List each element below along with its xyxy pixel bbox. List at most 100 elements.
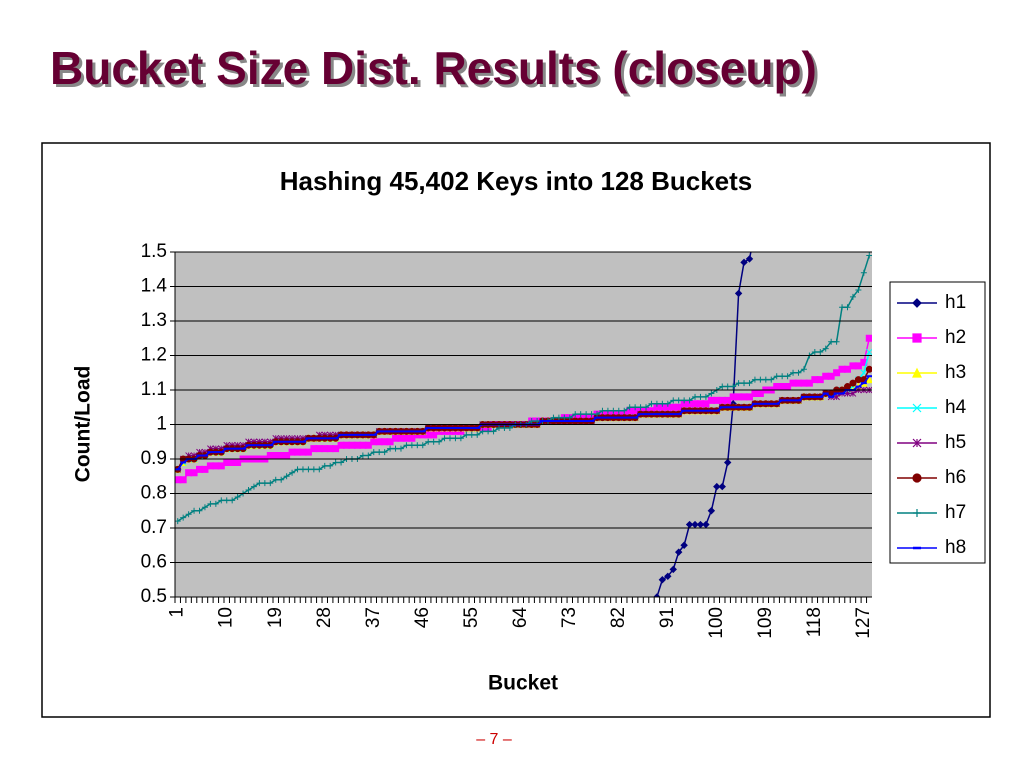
data-point bbox=[256, 480, 263, 487]
slide-title-shadow: Bucket Size Dist. Results (closeup) bbox=[53, 45, 820, 97]
data-point bbox=[740, 258, 748, 267]
data-point bbox=[610, 407, 617, 414]
legend-marker bbox=[912, 333, 922, 343]
data-point bbox=[588, 411, 595, 418]
data-point bbox=[534, 418, 541, 425]
data-point bbox=[779, 373, 786, 380]
y-tick-label: 1.5 bbox=[141, 241, 167, 262]
data-point bbox=[811, 349, 818, 356]
x-tick-label: 28 bbox=[314, 607, 335, 628]
legend-label: h8 bbox=[945, 537, 966, 558]
data-point bbox=[191, 507, 198, 514]
data-point bbox=[741, 380, 748, 387]
data-point bbox=[479, 428, 486, 435]
data-point bbox=[179, 476, 187, 484]
data-point bbox=[506, 424, 513, 431]
data-point bbox=[180, 749, 186, 755]
data-point bbox=[207, 500, 214, 507]
legend-marker bbox=[912, 473, 922, 483]
legend-label: h6 bbox=[945, 467, 966, 488]
data-point bbox=[245, 487, 252, 494]
data-point bbox=[860, 269, 867, 276]
data-point bbox=[561, 414, 568, 421]
data-point bbox=[865, 375, 872, 384]
legend-label: h4 bbox=[945, 397, 967, 418]
data-point bbox=[816, 376, 824, 384]
y-tick-label: 0.7 bbox=[141, 517, 167, 538]
data-point bbox=[217, 462, 225, 470]
data-point bbox=[250, 483, 257, 490]
x-tick-label: 73 bbox=[559, 607, 580, 628]
data-point bbox=[474, 431, 481, 438]
data-point bbox=[653, 400, 660, 407]
data-point bbox=[735, 380, 742, 387]
data-point bbox=[304, 448, 312, 456]
data-point bbox=[278, 718, 284, 724]
data-point bbox=[674, 548, 683, 556]
data-point bbox=[680, 541, 688, 549]
data-point bbox=[359, 452, 366, 459]
data-point bbox=[784, 373, 791, 380]
data-point bbox=[702, 393, 709, 400]
data-point bbox=[223, 497, 230, 504]
data-point bbox=[278, 476, 285, 483]
data-point bbox=[327, 462, 334, 469]
data-point bbox=[855, 286, 862, 293]
data-point bbox=[800, 366, 807, 373]
data-point bbox=[768, 376, 775, 383]
data-point bbox=[262, 722, 268, 728]
data-point bbox=[246, 729, 252, 735]
data-point bbox=[555, 414, 562, 421]
data-point bbox=[795, 369, 802, 376]
data-point bbox=[844, 304, 851, 311]
data-point bbox=[299, 466, 306, 473]
data-point bbox=[843, 383, 851, 390]
data-point bbox=[294, 466, 301, 473]
x-tick-label: 55 bbox=[461, 607, 482, 628]
data-point bbox=[702, 400, 710, 408]
data-point bbox=[669, 565, 677, 574]
data-point bbox=[452, 435, 459, 442]
data-point bbox=[681, 397, 688, 404]
data-point bbox=[632, 404, 639, 411]
data-point bbox=[790, 369, 797, 376]
data-point bbox=[408, 434, 416, 442]
data-point bbox=[757, 376, 764, 383]
data-point bbox=[664, 572, 672, 581]
data-point bbox=[408, 442, 415, 449]
data-point bbox=[240, 729, 246, 735]
data-point bbox=[827, 372, 835, 380]
data-point bbox=[387, 445, 394, 452]
y-tick-label: 1.1 bbox=[141, 379, 167, 400]
data-point bbox=[273, 718, 279, 724]
data-point bbox=[730, 383, 737, 390]
data-point bbox=[197, 742, 203, 748]
data-point bbox=[261, 480, 268, 487]
data-point bbox=[670, 397, 677, 404]
data-point bbox=[213, 739, 219, 745]
data-point bbox=[724, 383, 731, 390]
data-point bbox=[822, 345, 829, 352]
chart-title: Hashing 45,402 Keys into 128 Buckets bbox=[280, 166, 753, 196]
data-point bbox=[332, 459, 339, 466]
data-point bbox=[528, 418, 535, 425]
data-point bbox=[745, 255, 754, 263]
y-tick-label: 1.3 bbox=[141, 310, 167, 331]
plot-layer bbox=[175, 252, 872, 755]
data-point bbox=[697, 393, 704, 400]
data-point bbox=[745, 393, 753, 401]
x-tick-label: 91 bbox=[657, 607, 678, 628]
data-point bbox=[692, 393, 699, 400]
data-point bbox=[175, 518, 181, 525]
legend-marker bbox=[912, 403, 922, 413]
data-point bbox=[817, 349, 824, 356]
data-point bbox=[501, 424, 508, 431]
data-point bbox=[637, 404, 644, 411]
legend-label: h7 bbox=[945, 502, 966, 523]
data-point bbox=[843, 365, 851, 373]
data-point bbox=[376, 449, 383, 456]
y-tick-label: 0.5 bbox=[141, 586, 167, 607]
data-point bbox=[201, 504, 208, 511]
data-point bbox=[626, 404, 633, 411]
